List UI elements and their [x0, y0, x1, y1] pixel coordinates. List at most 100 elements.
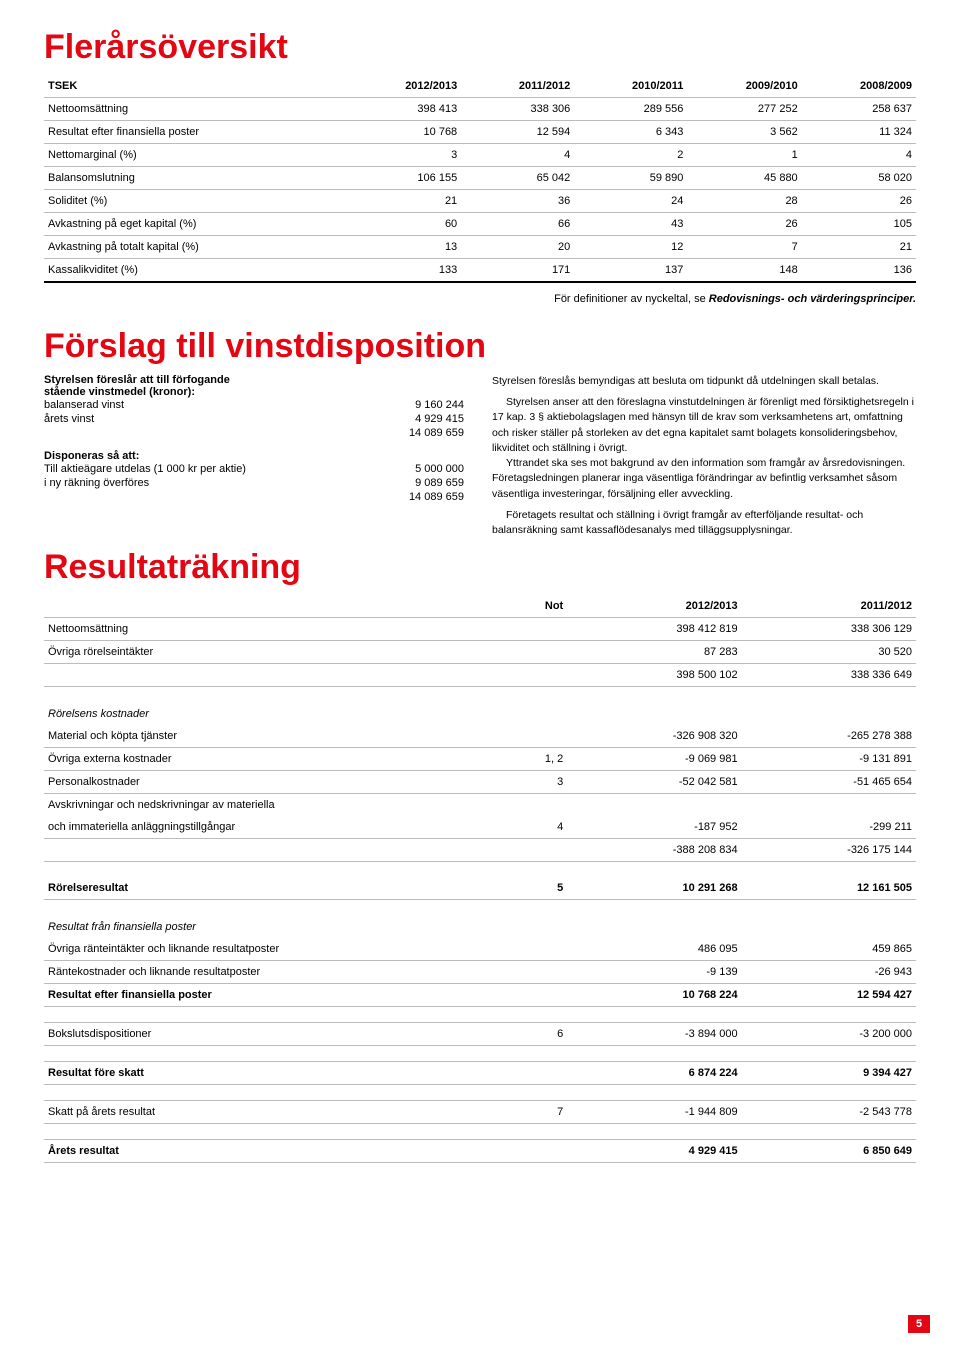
income-row-label: Räntekostnader och liknande resultatpost…	[44, 960, 497, 983]
overview-cell: 12	[574, 236, 687, 259]
income-row-v1: 398 500 102	[567, 664, 741, 687]
overview-cell: 3	[347, 144, 461, 167]
income-row-not	[497, 618, 567, 641]
income-row-not: 3	[497, 770, 567, 793]
disposition-row: Till aktieägare utdelas (1 000 kr per ak…	[44, 462, 464, 476]
overview-cell: 133	[347, 259, 461, 283]
disposition-row: årets vinst 4 929 415	[44, 412, 464, 426]
income-row-v2: 338 336 649	[742, 664, 916, 687]
income-row-not	[497, 983, 567, 1006]
disp-right-p4-text: Företagets resultat och ställning i övri…	[492, 509, 863, 536]
overview-cell: 137	[574, 259, 687, 283]
overview-cell: 136	[802, 259, 916, 283]
overview-cell: 60	[347, 213, 461, 236]
income-row-v1: 486 095	[567, 938, 741, 961]
overview-cell: 258 637	[802, 98, 916, 121]
income-row-not: 6	[497, 1022, 567, 1045]
disposition-value: 14 089 659	[364, 427, 464, 439]
disposition-label: årets vinst	[44, 413, 94, 425]
disposition-value: 4 929 415	[364, 413, 464, 425]
overview-cell: 277 252	[687, 98, 801, 121]
income-row-not	[497, 793, 567, 816]
income-row-label: Nettoomsättning	[44, 618, 497, 641]
overview-cell: 66	[461, 213, 574, 236]
income-row-v1: -326 908 320	[567, 725, 741, 748]
income-row-not: 5	[497, 877, 567, 900]
overview-header-label: TSEK	[44, 75, 347, 98]
income-row-not	[497, 664, 567, 687]
income-row-v2: 6 850 649	[742, 1139, 916, 1162]
income-row-label: Övriga rörelseintäkter	[44, 641, 497, 664]
income-row-label: Rörelseresultat	[44, 877, 497, 900]
income-row-v2: 459 865	[742, 938, 916, 961]
overview-cell: 26	[687, 213, 801, 236]
income-row-v1: -3 894 000	[567, 1022, 741, 1045]
overview-cell: 36	[461, 190, 574, 213]
income-row-v1	[567, 793, 741, 816]
overview-cell: 7	[687, 236, 801, 259]
disposition-value: 9 160 244	[364, 399, 464, 411]
disp-right-p4: Företagets resultat och ställning i övri…	[492, 508, 916, 538]
defnote-prefix: För definitioner av nyckeltal, se	[554, 293, 709, 305]
overview-cell: 58 020	[802, 167, 916, 190]
income-row-not: 7	[497, 1100, 567, 1123]
overview-cell: 10 768	[347, 121, 461, 144]
income-row-v2: -299 211	[742, 816, 916, 839]
overview-row-label: Soliditet (%)	[44, 190, 347, 213]
income-col-y1: 2012/2013	[567, 595, 741, 618]
disposition-value: 5 000 000	[364, 463, 464, 475]
income-row-v1: 6 874 224	[567, 1061, 741, 1084]
income-section-head: Rörelsens kostnader	[44, 703, 916, 725]
overview-row-label: Nettoomsättning	[44, 98, 347, 121]
disposition-right: Styrelsen föreslås bemyndigas att beslut…	[492, 374, 916, 538]
income-row-label: Bokslutsdispositioner	[44, 1022, 497, 1045]
disp-right-p3: Yttrandet ska ses mot bakgrund av den in…	[492, 456, 916, 502]
overview-cell: 45 880	[687, 167, 801, 190]
disposition-row: 14 089 659	[44, 426, 464, 440]
disp-right-p3-text: Yttrandet ska ses mot bakgrund av den in…	[492, 457, 905, 499]
overview-cell: 59 890	[574, 167, 687, 190]
income-row-label: Personalkostnader	[44, 770, 497, 793]
overview-year-1: 2011/2012	[461, 75, 574, 98]
overview-cell: 171	[461, 259, 574, 283]
income-row-v1: 4 929 415	[567, 1139, 741, 1162]
income-row-v1: -187 952	[567, 816, 741, 839]
income-row-label: Resultat före skatt	[44, 1061, 497, 1084]
heading-income: Resultaträkning	[44, 548, 916, 587]
income-row-label	[44, 664, 497, 687]
income-row-v1: 87 283	[567, 641, 741, 664]
heading-disposition: Förslag till vinstdisposition	[44, 327, 916, 366]
disp-right-p2: Styrelsen anser att den föreslagna vinst…	[492, 395, 916, 456]
disposition-label: balanserad vinst	[44, 399, 124, 411]
income-row-v2: -51 465 654	[742, 770, 916, 793]
overview-cell: 3 562	[687, 121, 801, 144]
income-row-v2: -26 943	[742, 960, 916, 983]
overview-cell: 20	[461, 236, 574, 259]
overview-cell: 338 306	[461, 98, 574, 121]
income-col-empty	[44, 595, 497, 618]
overview-year-0: 2012/2013	[347, 75, 461, 98]
overview-cell: 148	[687, 259, 801, 283]
income-section-head: Resultat från finansiella poster	[44, 916, 916, 938]
disposition-value: 9 089 659	[364, 477, 464, 489]
income-row-v2	[742, 793, 916, 816]
table-overview: TSEK 2012/2013 2011/2012 2010/2011 2009/…	[44, 75, 916, 283]
overview-cell: 398 413	[347, 98, 461, 121]
overview-row-label: Avkastning på eget kapital (%)	[44, 213, 347, 236]
overview-cell: 21	[802, 236, 916, 259]
income-row-label: Resultat efter finansiella poster	[44, 983, 497, 1006]
income-row-not	[497, 938, 567, 961]
disposition-label: i ny räkning överföres	[44, 477, 149, 489]
disposition-row: balanserad vinst 9 160 244	[44, 398, 464, 412]
income-row-label: Material och köpta tjänster	[44, 725, 497, 748]
income-row-not	[497, 1139, 567, 1162]
income-row-v2: 12 161 505	[742, 877, 916, 900]
income-row-v1: -52 042 581	[567, 770, 741, 793]
definition-note: För definitioner av nyckeltal, se Redovi…	[44, 293, 916, 305]
overview-cell: 106 155	[347, 167, 461, 190]
income-row-label: och immateriella anläggningstillgångar	[44, 816, 497, 839]
income-row-v2: 338 306 129	[742, 618, 916, 641]
disp-right-p1: Styrelsen föreslås bemyndigas att beslut…	[492, 374, 916, 389]
overview-cell: 11 324	[802, 121, 916, 144]
heading-overview: Flerårsöversikt	[44, 28, 916, 67]
